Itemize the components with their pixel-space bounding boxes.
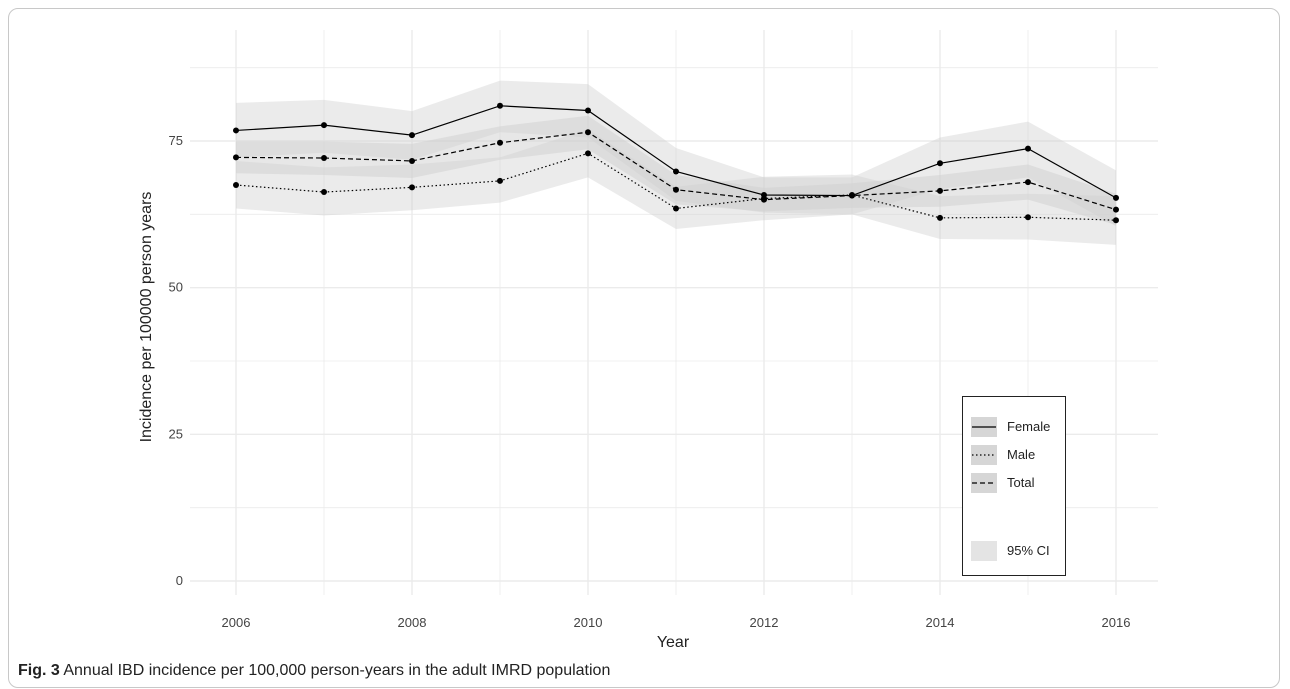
data-point-female (673, 168, 679, 175)
data-point-male (233, 182, 239, 188)
legend-key-male (971, 445, 997, 465)
legend-key-ci (971, 541, 997, 561)
data-point-total (937, 187, 943, 194)
x-tick-label: 2012 (750, 615, 779, 630)
data-point-male (937, 214, 943, 221)
legend-label-total: Total (1007, 475, 1035, 490)
figure-frame (8, 8, 1280, 688)
legend-item-total: Total (963, 473, 1063, 493)
legend-item-male: Male (963, 445, 1063, 465)
x-tick-label: 2014 (926, 615, 955, 630)
ci-band-total (236, 115, 1116, 225)
data-point-male (497, 177, 503, 184)
legend-label-male: Male (1007, 447, 1036, 462)
y-tick-label: 50 (169, 280, 183, 295)
data-point-female (409, 132, 415, 139)
data-point-total (849, 192, 855, 199)
tick-label-layer: 2006 2008 2010 2012 2014 2016 0 25 50 75 (169, 133, 1131, 630)
data-point-female (321, 122, 327, 129)
y-tick-label: 0 (176, 573, 183, 588)
x-tick-label: 2008 (398, 615, 427, 630)
data-point-total (233, 154, 239, 161)
x-tick-label: 2016 (1102, 615, 1131, 630)
data-point-male (409, 184, 415, 191)
legend-key-total (971, 473, 997, 493)
figure-caption-label: Fig. 3 (18, 662, 60, 679)
point-layer (233, 102, 1119, 224)
data-point-female (585, 107, 591, 114)
y-axis-title: Incidence per 100000 person years (138, 192, 155, 443)
data-point-male (1025, 214, 1031, 221)
figure-caption-text: Annual IBD incidence per 100,000 person-… (63, 662, 611, 679)
incidence-line-chart: 2006 2008 2010 2012 2014 2016 0 25 50 75 Year Inc… (138, 30, 1158, 651)
x-axis-title: Year (657, 634, 690, 651)
figure-caption: Fig. 3 Annual IBD incidence per 100,000 … (18, 662, 610, 680)
data-point-total (1025, 179, 1031, 186)
legend-label-female: Female (1007, 419, 1051, 434)
chart-legend: Female Male Total 95% CI (962, 396, 1066, 576)
data-point-total (761, 196, 767, 203)
y-tick-label: 75 (169, 133, 183, 148)
data-point-male (321, 189, 327, 196)
data-point-female (1025, 145, 1031, 152)
legend-key-female (971, 417, 997, 437)
data-point-total (497, 139, 503, 146)
data-point-male (585, 150, 591, 157)
data-point-female (1113, 194, 1119, 201)
y-tick-label: 25 (169, 426, 183, 441)
data-point-female (497, 102, 503, 109)
data-point-female (233, 127, 239, 134)
data-point-female (937, 160, 943, 167)
data-point-total (1113, 206, 1119, 213)
legend-label-ci: 95% CI (1007, 543, 1050, 558)
data-point-total (321, 155, 327, 162)
data-point-male (1113, 217, 1119, 224)
x-tick-label: 2006 (222, 615, 251, 630)
legend-item-female: Female (963, 417, 1063, 437)
data-point-total (409, 157, 415, 164)
data-point-male (673, 205, 679, 212)
x-tick-label: 2010 (574, 615, 603, 630)
legend-item-ci: 95% CI (963, 541, 1063, 561)
data-point-total (585, 129, 591, 136)
data-point-total (673, 186, 679, 193)
